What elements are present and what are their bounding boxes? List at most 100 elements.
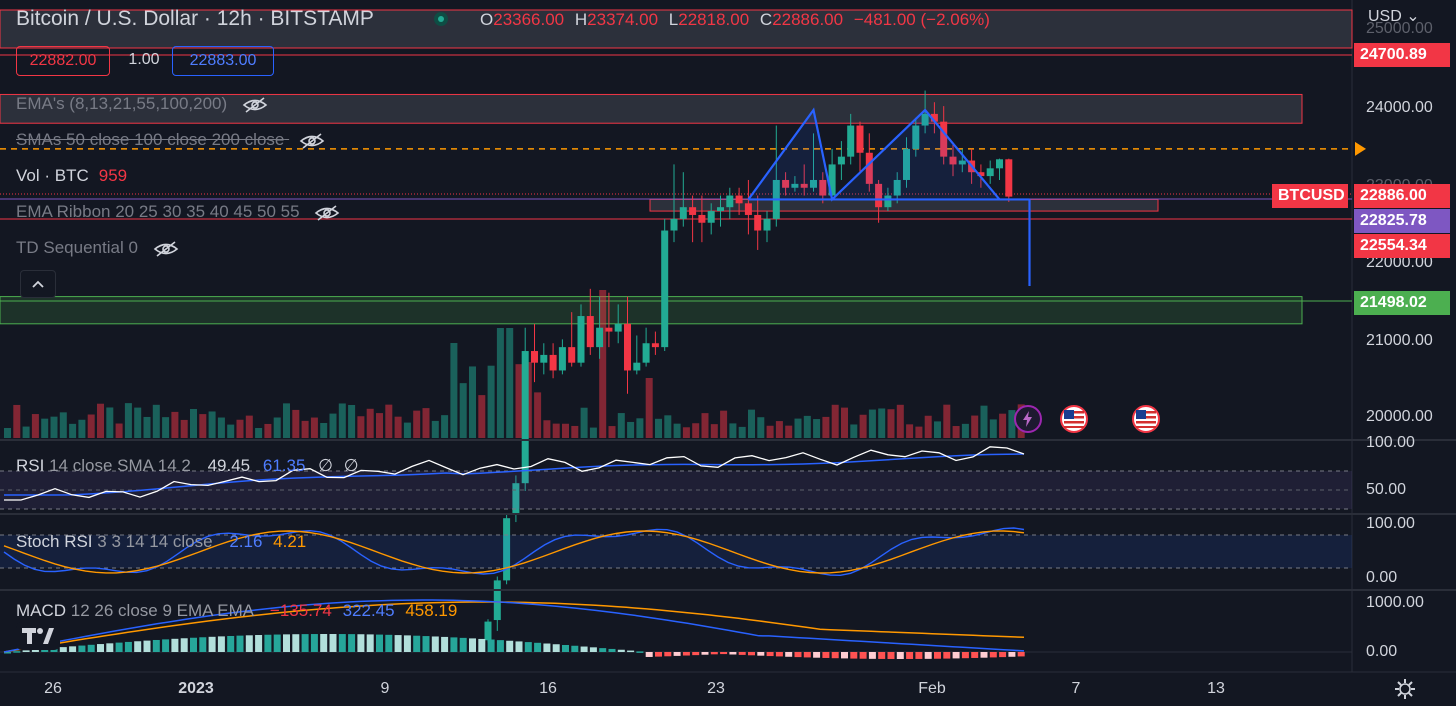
symbol-title[interactable]: Bitcoin / U.S. Dollar · 12h · BITSTAMP [16,7,374,30]
volume-bar [496,328,504,438]
candle-body [912,125,920,149]
volume-bar [236,419,244,438]
volume-bar [152,404,160,438]
rsi-legend[interactable]: RSI 14 close SMA 14 2 49.45 61.35 ∅ ∅ [16,456,359,476]
macd-histogram-bar [841,652,848,659]
macd-histogram-bar [562,644,569,652]
sell-price-button[interactable]: 22882.00 [16,46,110,76]
candle-body [661,230,669,348]
macd-histogram-bar [701,652,709,655]
macd-histogram-bar [999,652,1007,658]
candle-body [642,343,650,363]
volume-bar [552,423,560,438]
macd-histogram-bar [255,635,263,652]
stoch-axis-label: 100.00 [1366,515,1415,532]
volume-bar [757,417,765,438]
td-sequential-legend[interactable]: TD Sequential 0 [16,238,179,258]
volume-bar [348,404,356,438]
macd-histogram-bar [738,652,746,655]
grid-layer [0,0,1456,673]
volume-bar [22,426,30,438]
volume-bar [338,403,346,438]
stoch-rsi-legend[interactable]: Stoch RSI 3 3 14 14 close 2.16 4.21 [16,532,306,552]
rsi-band-value: ∅ [318,456,333,475]
candle-body [651,343,659,348]
quantity-field[interactable]: 1.00 [128,51,160,68]
macd-histogram-bar [459,637,467,652]
time-axis-label: 13 [1207,680,1225,697]
volume-bar [320,422,328,438]
candle-body [577,316,585,363]
macd-histogram-bar [217,636,225,652]
candle-body [503,518,511,581]
candle-body [521,351,529,484]
tradingview-logo-icon[interactable] [16,622,60,650]
ema-ribbon-legend[interactable]: EMA Ribbon 20 25 30 35 40 45 50 55 [16,202,340,222]
macd-hist-value: −135.74 [269,601,332,620]
volume-bar [403,422,411,438]
eye-crossed-icon[interactable] [314,204,340,222]
eye-crossed-icon[interactable] [153,240,179,258]
volume-bar [562,423,569,438]
volume-bar [775,421,783,438]
macd-histogram-bar [655,652,662,657]
macd-histogram-bar [13,651,21,653]
macd-histogram-bar [710,652,718,655]
candle-body [558,347,566,371]
candle-body [800,183,808,188]
macd-histogram-bar [338,634,346,652]
candle-body [996,159,1003,169]
sma-indicator-label: SMAs 50 close 100 close 200 close [16,130,285,149]
macd-histogram-bar [682,652,690,656]
volume-indicator-legend[interactable]: Vol · BTC 959 [16,166,127,186]
volume-bar [87,414,95,438]
us-flag-event-icon[interactable] [1132,405,1160,433]
candle-body [735,195,743,204]
last-price-tag: 22886.00 [1354,184,1450,208]
candle-body [856,125,864,153]
change-value: −481.00 (−2.06%) [853,10,990,29]
volume-bar [813,419,821,438]
macd-histogram-bar [496,640,504,652]
sma-indicator-legend[interactable]: SMAs 50 close 100 close 200 close [16,130,325,150]
ema-indicator-legend[interactable]: EMA's (8,13,21,55,100,200) [16,94,268,114]
volume-bar [245,415,253,438]
macd-histogram-bar [236,635,244,652]
volume-bar [283,403,290,438]
collapse-legend-button[interactable] [20,270,56,298]
us-flag-glyph-icon [1064,410,1084,428]
currency-dropdown[interactable]: USD ⌄ [1368,6,1420,26]
macd-histogram-bar [124,641,132,652]
volume-bar [190,408,197,438]
macd-histogram-bar [376,634,383,652]
eye-crossed-icon[interactable] [242,96,268,114]
rsi-value: 49.45 [207,456,251,475]
candle-body [679,207,687,219]
eye-crossed-icon[interactable] [299,132,325,150]
volume-bar [692,423,700,438]
macd-histogram-bar [227,635,235,652]
ema-indicator-label: EMA's (8,13,21,55,100,200) [16,94,228,113]
macd-histogram-bar [924,652,932,659]
macd-histogram-bar [487,639,495,652]
volume-bar [422,408,430,438]
buy-price-button[interactable]: 22883.00 [172,46,274,76]
volume-bar [227,424,235,438]
volume-bar [13,404,21,438]
us-flag-event-icon[interactable] [1060,405,1088,433]
volume-bar [264,423,272,438]
volume-bar [208,411,216,438]
volume-bar [636,418,644,438]
tv-mark-icon [22,628,54,644]
macd-legend[interactable]: MACD 12 26 close 9 EMA EMA −135.74 322.4… [16,601,457,621]
resistance-zone [649,198,1159,212]
macd-axis-label: 1000.00 [1366,594,1424,611]
candle-body [958,160,966,165]
candle-body [884,195,892,208]
candle-body [484,621,492,641]
lightning-event-icon[interactable] [1014,405,1042,433]
low-key: L [668,10,679,29]
macd-histogram-bar [664,652,672,657]
gear-icon[interactable] [1394,678,1416,700]
